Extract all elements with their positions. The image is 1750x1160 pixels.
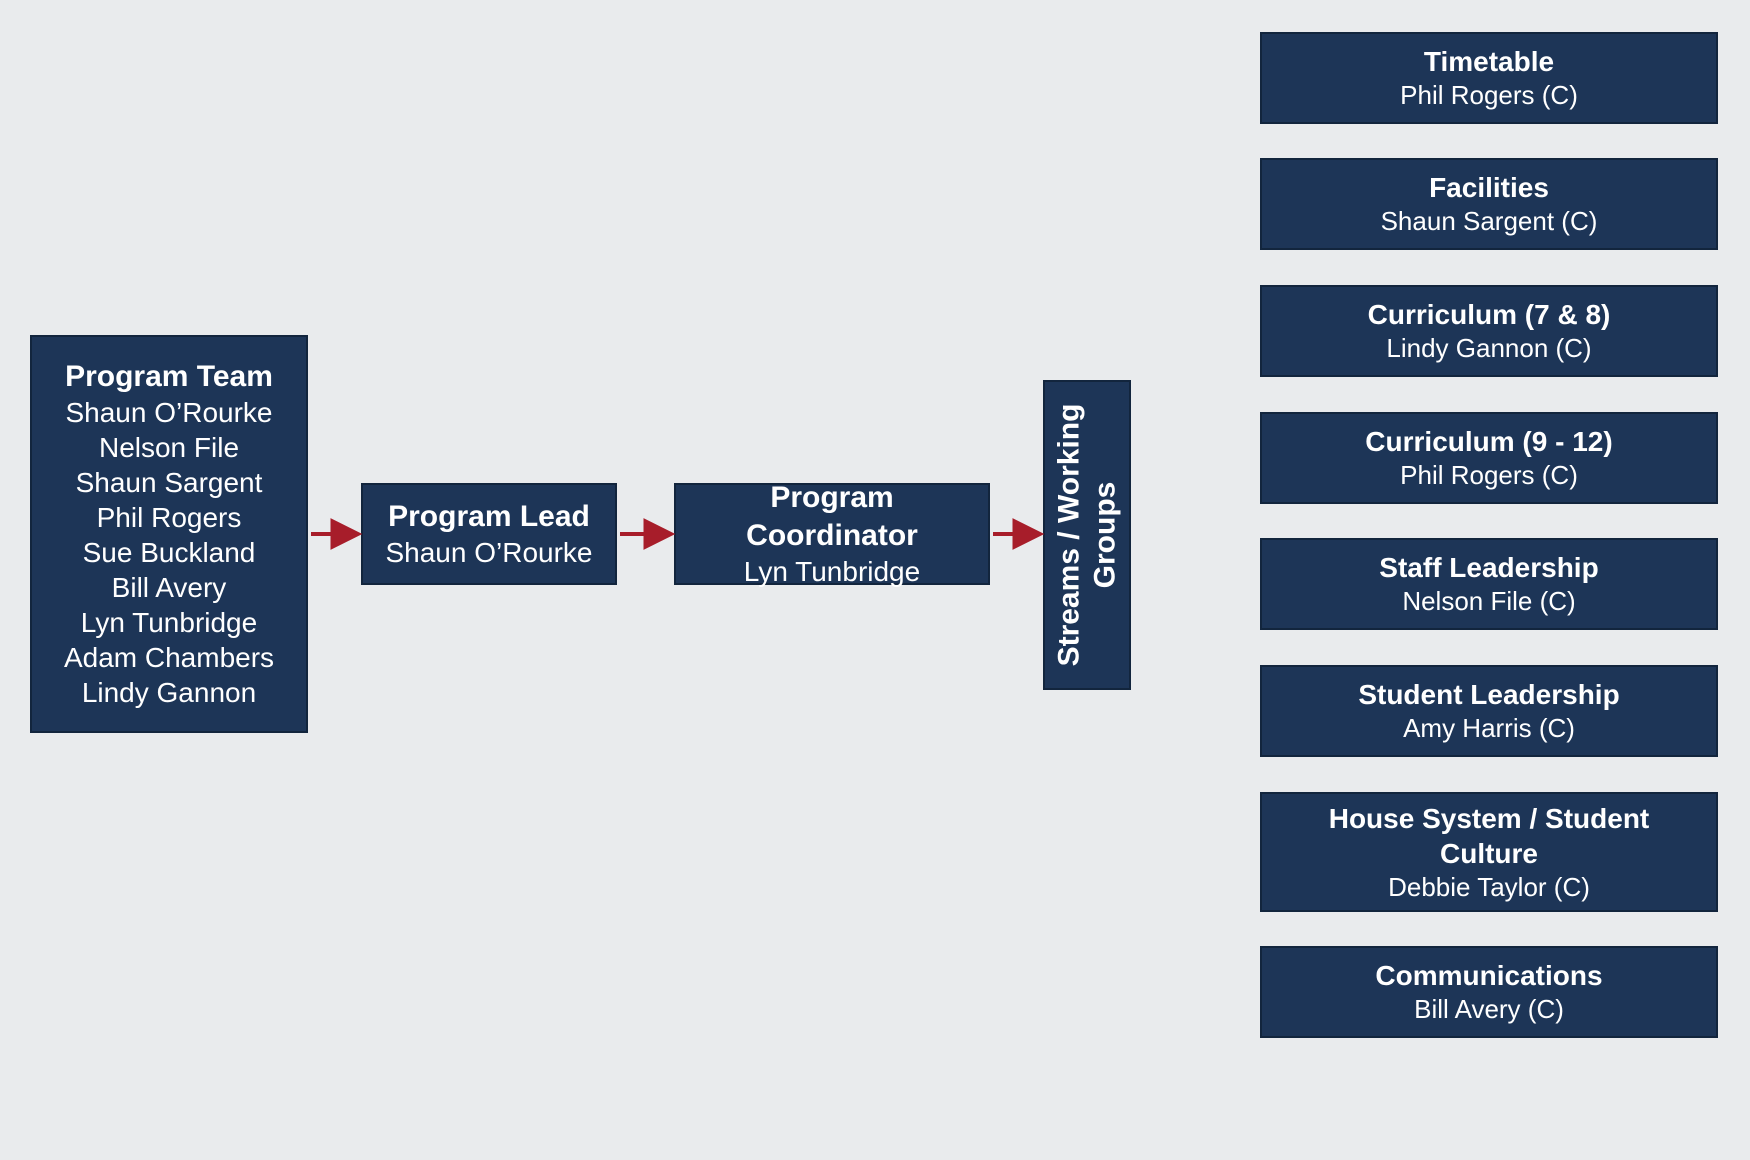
program-team-members: Shaun O’RourkeNelson FileShaun SargentPh… [64,395,274,710]
working-group-chair: Debbie Taylor (C) [1388,871,1590,904]
working-group-title: Staff Leadership [1379,550,1598,585]
program-team-member: Nelson File [64,430,274,465]
working-group-title: Curriculum (9 - 12) [1365,424,1612,459]
working-group-box: Staff LeadershipNelson File (C) [1260,538,1718,630]
program-coordinator-box: Program Coordinator Lyn Tunbridge [674,483,990,585]
program-team-member: Shaun O’Rourke [64,395,274,430]
working-group-box: House System / Student CultureDebbie Tay… [1260,792,1718,912]
working-group-box: Student LeadershipAmy Harris (C) [1260,665,1718,757]
working-group-title: Timetable [1424,44,1554,79]
working-group-box: FacilitiesShaun Sargent (C) [1260,158,1718,250]
working-group-chair: Bill Avery (C) [1414,993,1564,1026]
program-coordinator-name: Lyn Tunbridge [744,554,920,589]
program-lead-title: Program Lead [388,498,590,536]
program-team-member: Bill Avery [64,570,274,605]
working-group-chair: Amy Harris (C) [1403,712,1575,745]
program-coordinator-title: Program Coordinator [690,479,974,554]
working-group-chair: Phil Rogers (C) [1400,79,1578,112]
program-team-box: Program Team Shaun O’RourkeNelson FileSh… [30,335,308,733]
working-group-title: House System / Student Culture [1276,801,1702,871]
working-group-chair: Lindy Gannon (C) [1386,332,1591,365]
streams-working-groups-box: Streams / WorkingGroups [1043,380,1131,690]
working-group-box: TimetablePhil Rogers (C) [1260,32,1718,124]
streams-working-groups-label: Streams / WorkingGroups [1051,404,1123,667]
working-group-title: Curriculum (7 & 8) [1368,297,1611,332]
working-group-title: Facilities [1429,170,1549,205]
program-team-member: Phil Rogers [64,500,274,535]
working-group-chair: Phil Rogers (C) [1400,459,1578,492]
program-lead-name: Shaun O’Rourke [385,535,592,570]
program-team-member: Lyn Tunbridge [64,605,274,640]
working-group-title: Communications [1375,958,1602,993]
program-team-title: Program Team [65,358,273,396]
working-group-chair: Shaun Sargent (C) [1381,205,1598,238]
working-group-box: CommunicationsBill Avery (C) [1260,946,1718,1038]
program-team-member: Lindy Gannon [64,675,274,710]
program-team-member: Adam Chambers [64,640,274,675]
working-group-box: Curriculum (7 & 8)Lindy Gannon (C) [1260,285,1718,377]
program-lead-box: Program Lead Shaun O’Rourke [361,483,617,585]
working-group-chair: Nelson File (C) [1402,585,1575,618]
program-team-member: Shaun Sargent [64,465,274,500]
working-group-box: Curriculum (9 - 12)Phil Rogers (C) [1260,412,1718,504]
org-chart-canvas: Program Team Shaun O’RourkeNelson FileSh… [0,0,1750,1160]
program-team-member: Sue Buckland [64,535,274,570]
working-group-title: Student Leadership [1358,677,1619,712]
